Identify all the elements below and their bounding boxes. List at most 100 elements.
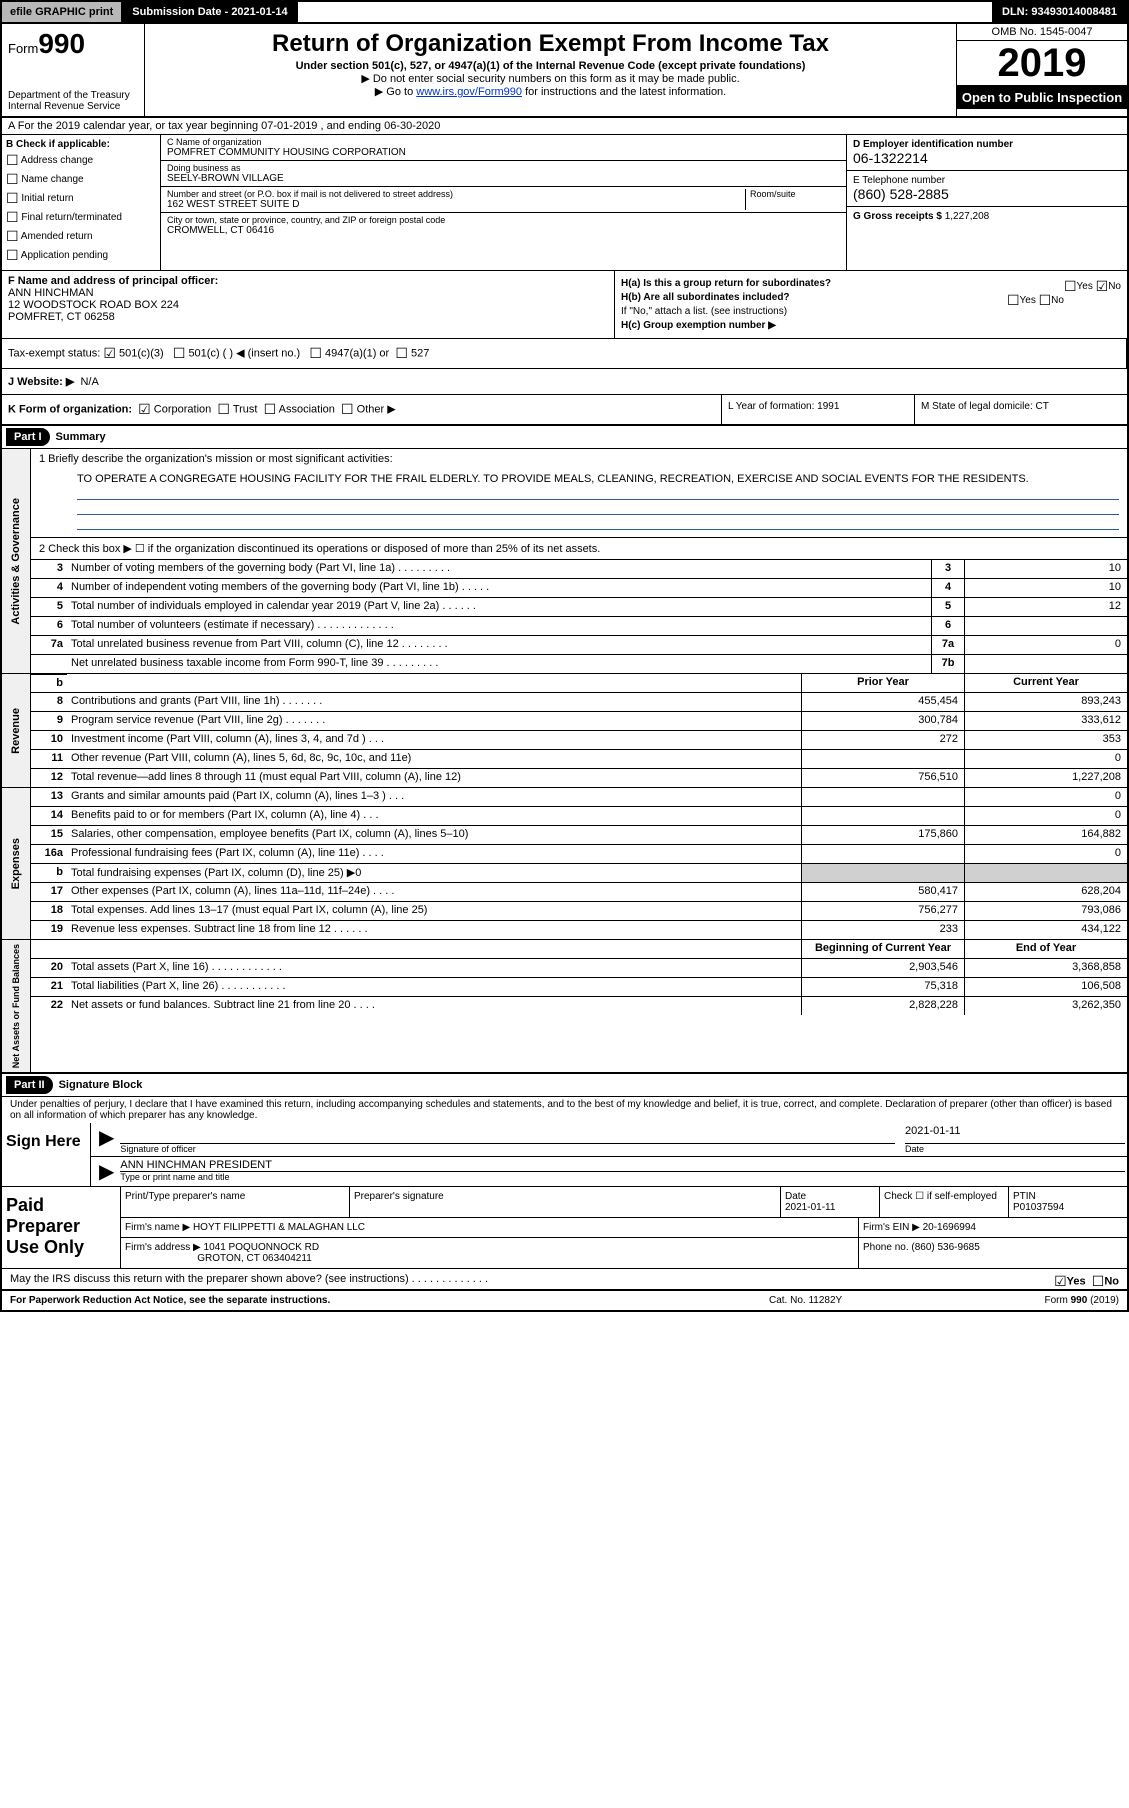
org-name: POMFRET COMMUNITY HOUSING CORPORATION xyxy=(167,147,840,158)
table-row: 5Total number of individuals employed in… xyxy=(31,598,1127,617)
chk-4947[interactable] xyxy=(309,347,322,359)
side-activities: Activities & Governance xyxy=(2,449,31,673)
ha-yes[interactable]: Yes xyxy=(1077,281,1093,292)
header-row: Form990 Department of the Treasury Inter… xyxy=(2,24,1127,118)
part1-title: Summary xyxy=(50,431,106,443)
hdr-begin-year: Beginning of Current Year xyxy=(801,940,964,958)
p-date-lbl: Date xyxy=(785,1191,806,1202)
chk-appl[interactable]: Application pending xyxy=(6,247,156,264)
submission-date-box: Submission Date - 2021-01-14 xyxy=(122,2,297,22)
form-label: Form xyxy=(8,41,38,56)
table-row: 14Benefits paid to or for members (Part … xyxy=(31,807,1127,826)
chk-addr[interactable]: Address change xyxy=(6,152,156,169)
street-addr: 162 WEST STREET SUITE D xyxy=(167,199,745,210)
opt-501c: 501(c) ( ) ◀ (insert no.) xyxy=(188,347,300,359)
p-check[interactable]: Check ☐ if self-employed xyxy=(880,1187,1009,1217)
irs-link[interactable]: www.irs.gov/Form990 xyxy=(416,86,522,98)
part1-header-row: Part I Summary xyxy=(2,426,1127,449)
hdr-curr-year: Current Year xyxy=(964,674,1127,692)
efile-print-box[interactable]: efile GRAPHIC print xyxy=(2,2,122,22)
paid-preparer-block: Paid Preparer Use Only Print/Type prepar… xyxy=(2,1187,1127,1269)
room-lbl: Room/suite xyxy=(750,189,840,199)
prep-sig-lbl: Preparer's signature xyxy=(350,1187,781,1217)
ha-lbl: H(a) Is this a group return for subordin… xyxy=(621,278,831,289)
k-yearformation: L Year of formation: 1991 xyxy=(721,395,914,424)
sign-here-label: Sign Here xyxy=(2,1123,91,1186)
firm-ein: Firm's EIN ▶ 20-1696994 xyxy=(859,1218,1127,1237)
table-row: 13Grants and similar amounts paid (Part … xyxy=(31,788,1127,807)
footer-mid: Cat. No. 11282Y xyxy=(769,1295,969,1306)
chk-final[interactable]: Final return/terminated xyxy=(6,209,156,226)
dba-lbl: Doing business as xyxy=(167,163,840,173)
hb-no[interactable]: No xyxy=(1051,295,1064,306)
dept-label: Department of the Treasury Internal Reve… xyxy=(8,90,138,112)
table-row: 10Investment income (Part VIII, column (… xyxy=(31,731,1127,750)
ein-val: 06-1322214 xyxy=(853,150,1121,166)
table-row: 19Revenue less expenses. Subtract line 1… xyxy=(31,921,1127,939)
f-lbl: F Name and address of principal officer: xyxy=(8,275,608,287)
footer-row: For Paperwork Reduction Act Notice, see … xyxy=(2,1291,1127,1310)
opt-assoc: Association xyxy=(279,403,335,415)
table-row: 7aTotal unrelated business revenue from … xyxy=(31,636,1127,655)
hc-lbl: H(c) Group exemption number ▶ xyxy=(621,320,776,331)
paid-preparer-label: Paid Preparer Use Only xyxy=(2,1187,121,1268)
sig-officer-lbl: Signature of officer xyxy=(120,1144,895,1154)
form-container: efile GRAPHIC print Submission Date - 20… xyxy=(0,0,1129,1312)
mission-text: TO OPERATE A CONGREGATE HOUSING FACILITY… xyxy=(31,469,1127,538)
discuss-row: May the IRS discuss this return with the… xyxy=(2,1269,1127,1291)
gross-lbl: G Gross receipts $ xyxy=(853,211,942,222)
row-i-taxexempt: Tax-exempt status: 501(c)(3) 501(c) ( ) … xyxy=(2,339,1127,368)
table-row: Net unrelated business taxable income fr… xyxy=(31,655,1127,673)
revenue-block: Revenue b Prior Year Current Year 8Contr… xyxy=(2,674,1127,788)
row-fh: F Name and address of principal officer:… xyxy=(2,271,1127,339)
omb-number: OMB No. 1545-0047 xyxy=(957,24,1127,41)
row-i-j: Tax-exempt status: 501(c)(3) 501(c) ( ) … xyxy=(2,339,1127,369)
side-netassets: Net Assets or Fund Balances xyxy=(2,940,31,1072)
sub1: Under section 501(c), 527, or 4947(a)(1)… xyxy=(149,60,952,72)
chk-initial[interactable]: Initial return xyxy=(6,190,156,207)
header-left: Form990 Department of the Treasury Inter… xyxy=(2,24,145,116)
firm-addr1: 1041 POQUONNOCK RD xyxy=(204,1242,320,1253)
col-c-orginfo: C Name of organization POMFRET COMMUNITY… xyxy=(161,135,847,270)
form-number: 990 xyxy=(38,28,85,59)
top-bar: efile GRAPHIC print Submission Date - 20… xyxy=(2,2,1127,24)
hdr-prior-year: Prior Year xyxy=(801,674,964,692)
header-mid: Return of Organization Exempt From Incom… xyxy=(145,24,957,116)
sub3-post: for instructions and the latest informat… xyxy=(522,86,726,98)
arrow-icon: ▶ xyxy=(93,1125,120,1154)
chk-name[interactable]: Name change xyxy=(6,171,156,188)
row-a-tax-year: A For the 2019 calendar year, or tax yea… xyxy=(2,118,1127,135)
chk-other[interactable] xyxy=(341,403,354,415)
hb-lbl: H(b) Are all subordinates included? xyxy=(621,292,790,303)
col-h-group: H(a) Is this a group return for subordin… xyxy=(615,271,1127,338)
col-deg: D Employer identification number 06-1322… xyxy=(847,135,1127,270)
i-lbl: Tax-exempt status: xyxy=(8,347,100,359)
side-expenses: Expenses xyxy=(2,788,31,939)
c-name-lbl: C Name of organization xyxy=(167,137,840,147)
prep-name-lbl: Print/Type preparer's name xyxy=(121,1187,350,1217)
chk-527[interactable] xyxy=(395,347,408,359)
chk-trust[interactable] xyxy=(217,403,230,415)
expenses-block: Expenses 13Grants and similar amounts pa… xyxy=(2,788,1127,940)
discuss-no-chk[interactable] xyxy=(1092,1276,1105,1288)
chk-501c3[interactable] xyxy=(103,347,116,359)
officer-addr2: POMFRET, CT 06258 xyxy=(8,311,608,323)
chk-assoc[interactable] xyxy=(264,403,277,415)
section-bcd: B Check if applicable: Address change Na… xyxy=(2,135,1127,271)
discuss-yes-chk[interactable] xyxy=(1054,1276,1067,1288)
p-date: 2021-01-11 xyxy=(785,1202,835,1213)
col-f-officer: F Name and address of principal officer:… xyxy=(2,271,615,338)
officer-name: ANN HINCHMAN xyxy=(8,287,608,299)
dba-name: SEELY-BROWN VILLAGE xyxy=(167,173,840,184)
header-right: OMB No. 1545-0047 2019 Open to Public In… xyxy=(957,24,1127,116)
chk-corp[interactable] xyxy=(138,403,151,415)
discuss-text: May the IRS discuss this return with the… xyxy=(10,1273,488,1285)
chk-amend[interactable]: Amended return xyxy=(6,228,156,245)
part1-badge: Part I xyxy=(6,428,50,446)
q2: 2 Check this box ▶ ☐ if the organization… xyxy=(31,538,1127,560)
gross-val: 1,227,208 xyxy=(945,211,990,222)
ha-no[interactable]: No xyxy=(1108,281,1121,292)
chk-501c[interactable] xyxy=(173,347,186,359)
opt-501c3: 501(c)(3) xyxy=(119,347,164,359)
hb-yes[interactable]: Yes xyxy=(1020,295,1036,306)
